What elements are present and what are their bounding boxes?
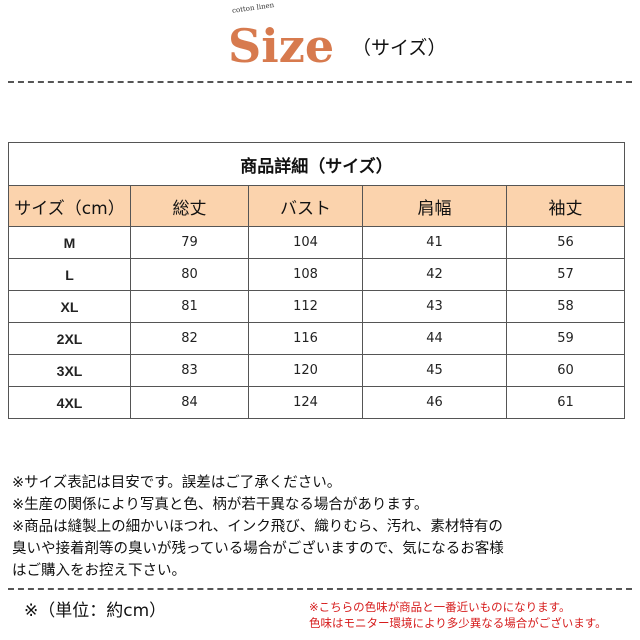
size-cell: 2XL: [8, 322, 131, 355]
value-cell: 120: [248, 354, 363, 387]
note-line: 臭いや接着剤等の臭いが残っている場合がございますので、気になるお客様: [12, 541, 504, 557]
column-header: 肩幅: [362, 185, 507, 227]
note-line: はご購入をお控え下さい。: [12, 563, 186, 579]
table-row: L 80 108 42 57: [8, 258, 626, 291]
size-cell: XL: [8, 290, 131, 323]
value-cell: 116: [248, 322, 363, 355]
value-cell: 42: [362, 258, 507, 291]
column-header: バスト: [248, 185, 363, 227]
value-cell: 59: [505, 322, 626, 355]
table-row: 3XL 83 120 45 60: [8, 354, 626, 387]
value-cell: 108: [248, 258, 363, 291]
value-cell: 82: [130, 322, 249, 355]
value-cell: 124: [248, 386, 363, 419]
table-row: 4XL 84 124 46 61: [8, 386, 626, 419]
note-line: ※サイズ表記は目安です。誤差はご了承ください。: [12, 475, 342, 491]
color-note: ※こちらの色味が商品と一番近いものになります。 色味はモニター環境により多少異な…: [309, 599, 607, 631]
note-line: ※商品は縫製上の細かいほつれ、インク飛び、織りむら、汚れ、素材特有の: [12, 519, 503, 535]
column-header: 総丈: [130, 185, 249, 227]
value-cell: 60: [505, 354, 626, 387]
size-cell: L: [8, 258, 131, 291]
table-row: XL 81 112 43 58: [8, 290, 626, 323]
column-header: サイズ（cm）: [8, 185, 131, 227]
value-cell: 79: [130, 226, 249, 259]
logo-tagline: cotton linen: [231, 1, 275, 15]
size-table: 商品詳細（サイズ） サイズ（cm） 総丈 バスト 肩幅 袖丈 M 79 104 41 56 L 80…: [7, 142, 626, 419]
value-cell: 44: [362, 322, 507, 355]
color-note-line: ※こちらの色味が商品と一番近いものになります。: [309, 600, 571, 614]
value-cell: 45: [362, 354, 507, 387]
page-header: cotton linen Size （サイズ）: [0, 0, 640, 80]
unit-note: ※（単位：約cm）: [24, 601, 167, 621]
value-cell: 41: [362, 226, 507, 259]
value-cell: 61: [505, 386, 626, 419]
notes: ※サイズ表記は目安です。誤差はご了承ください。 ※生産の関係により写真と色、柄が…: [12, 472, 504, 582]
size-cell: 4XL: [8, 386, 131, 419]
value-cell: 104: [248, 226, 363, 259]
value-cell: 58: [505, 290, 626, 323]
color-note-line: 色味はモニター環境により多少異なる場合がございます。: [309, 616, 607, 630]
table-title: 商品詳細（サイズ）: [7, 142, 626, 186]
value-cell: 56: [505, 226, 626, 259]
value-cell: 84: [130, 386, 249, 419]
table-row: 2XL 82 116 44 59: [8, 322, 626, 355]
value-cell: 80: [130, 258, 249, 291]
note-line: ※生産の関係により写真と色、柄が若干異なる場合があります。: [12, 497, 429, 513]
value-cell: 112: [248, 290, 363, 323]
table-row: M 79 104 41 56: [8, 226, 626, 259]
divider-top: [8, 81, 632, 83]
size-cell: M: [8, 226, 131, 259]
value-cell: 43: [362, 290, 507, 323]
value-cell: 83: [130, 354, 249, 387]
value-cell: 57: [505, 258, 626, 291]
value-cell: 81: [130, 290, 249, 323]
divider-bottom: [8, 588, 632, 590]
size-cell: 3XL: [8, 354, 131, 387]
header-subtitle: （サイズ）: [352, 37, 447, 59]
column-header: 袖丈: [505, 185, 626, 227]
size-logo: Size: [228, 19, 335, 73]
value-cell: 46: [362, 386, 507, 419]
